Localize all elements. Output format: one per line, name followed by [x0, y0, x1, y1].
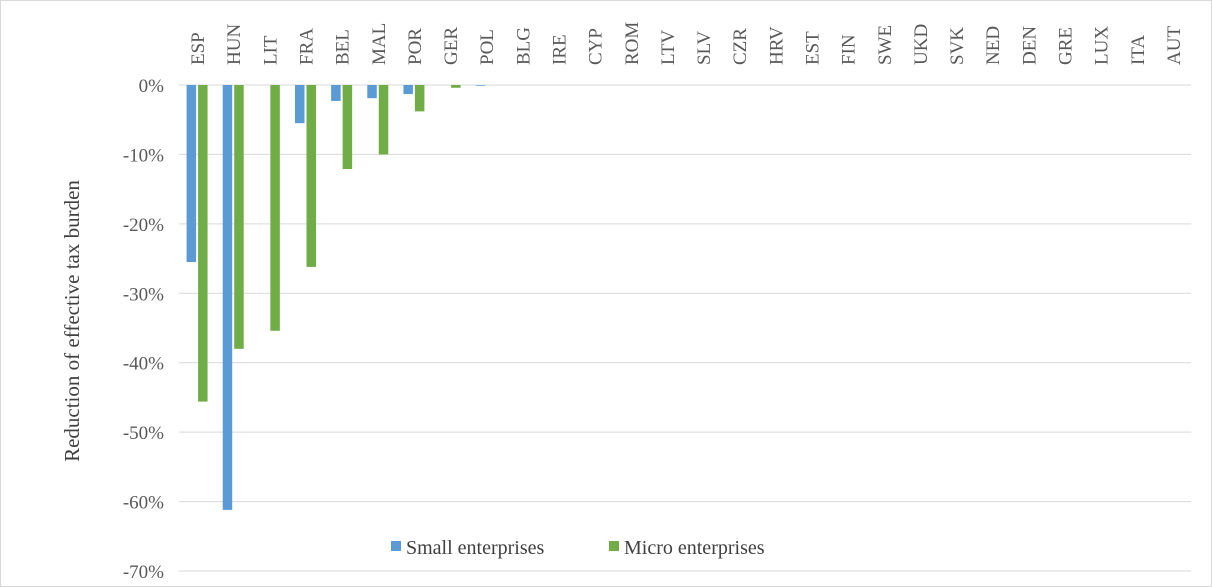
y-tick-label-4: -40%: [123, 354, 164, 375]
category-label-pol: POL: [477, 29, 498, 65]
bar-small-por: [403, 85, 413, 95]
bar-micro-lit: [270, 85, 280, 331]
y-axis-tick-labels: 0% -10% -20% -30% -40% -50% -60% -70%: [123, 76, 164, 583]
bar-micro-por: [414, 85, 425, 112]
category-label-lit: LIT: [260, 35, 281, 65]
category-label-ltv: LTV: [658, 30, 679, 65]
bar-micro-mal: [378, 85, 389, 155]
category-label-cyp: CYP: [586, 28, 607, 65]
y-tick-label-0: 0%: [139, 76, 165, 97]
bar-small-pol: [475, 85, 486, 86]
category-label-ned: NED: [983, 26, 1004, 65]
bar-micro-ger: [451, 85, 461, 88]
bar-small-fra: [295, 85, 305, 124]
category-label-hrv: HRV: [766, 26, 787, 65]
category-label-ire: IRE: [550, 34, 571, 65]
y-tick-label-6: -60%: [123, 493, 164, 514]
bar-micro-hun: [234, 85, 244, 349]
gridlines: [179, 84, 1191, 572]
category-label-ita: ITA: [1128, 35, 1149, 65]
category-label-bel: BEL: [333, 29, 354, 65]
category-labels: ESP HUN LIT FRA BEL MAL POR GER POL BLG IRE CYP ROM L…: [188, 22, 1185, 65]
category-label-est: EST: [803, 31, 824, 65]
bar-small-esp: [186, 85, 197, 263]
category-label-ger: GER: [441, 27, 462, 65]
category-label-lux: LUX: [1092, 26, 1113, 65]
y-tick-label-2: -20%: [123, 215, 164, 236]
category-label-fin: FIN: [839, 34, 860, 65]
bar-small-mal: [367, 85, 377, 99]
y-axis-title: Reduction of effective tax burden: [60, 180, 84, 462]
category-label-czr: CZR: [730, 28, 751, 65]
bar-small-bel: [331, 85, 341, 101]
bar-micro-fra: [306, 85, 316, 267]
category-label-swe: SWE: [875, 25, 896, 65]
bar-small-hun: [222, 85, 233, 510]
category-label-den: DEN: [1019, 26, 1040, 65]
bar-micro-esp: [198, 85, 208, 402]
legend: Small enterprises Micro enterprises: [391, 537, 765, 559]
category-label-rom: ROM: [622, 22, 643, 65]
category-label-hun: HUN: [224, 24, 245, 65]
category-label-por: POR: [405, 28, 426, 65]
bar-micro-bel: [342, 85, 353, 170]
category-label-aut: AUT: [1164, 26, 1185, 65]
y-tick-label-3: -30%: [123, 284, 164, 305]
y-tick-label-5: -50%: [123, 423, 164, 444]
category-label-gre: GRE: [1056, 27, 1077, 65]
legend-label-micro: Micro enterprises: [624, 537, 765, 559]
category-label-svk: SVK: [947, 27, 968, 65]
category-label-ukd: UKD: [911, 24, 932, 65]
legend-label-small: Small enterprises: [406, 537, 545, 559]
legend-swatch-small: [391, 541, 401, 551]
category-label-blg: BLG: [513, 27, 534, 65]
legend-swatch-micro: [609, 541, 619, 551]
bars: [186, 85, 486, 510]
category-label-mal: MAL: [369, 23, 390, 65]
category-label-esp: ESP: [188, 32, 209, 65]
category-label-slv: SLV: [694, 31, 715, 65]
category-label-fra: FRA: [297, 28, 318, 65]
y-tick-label-7: -70%: [123, 562, 164, 583]
y-tick-label-1: -10%: [123, 145, 164, 166]
